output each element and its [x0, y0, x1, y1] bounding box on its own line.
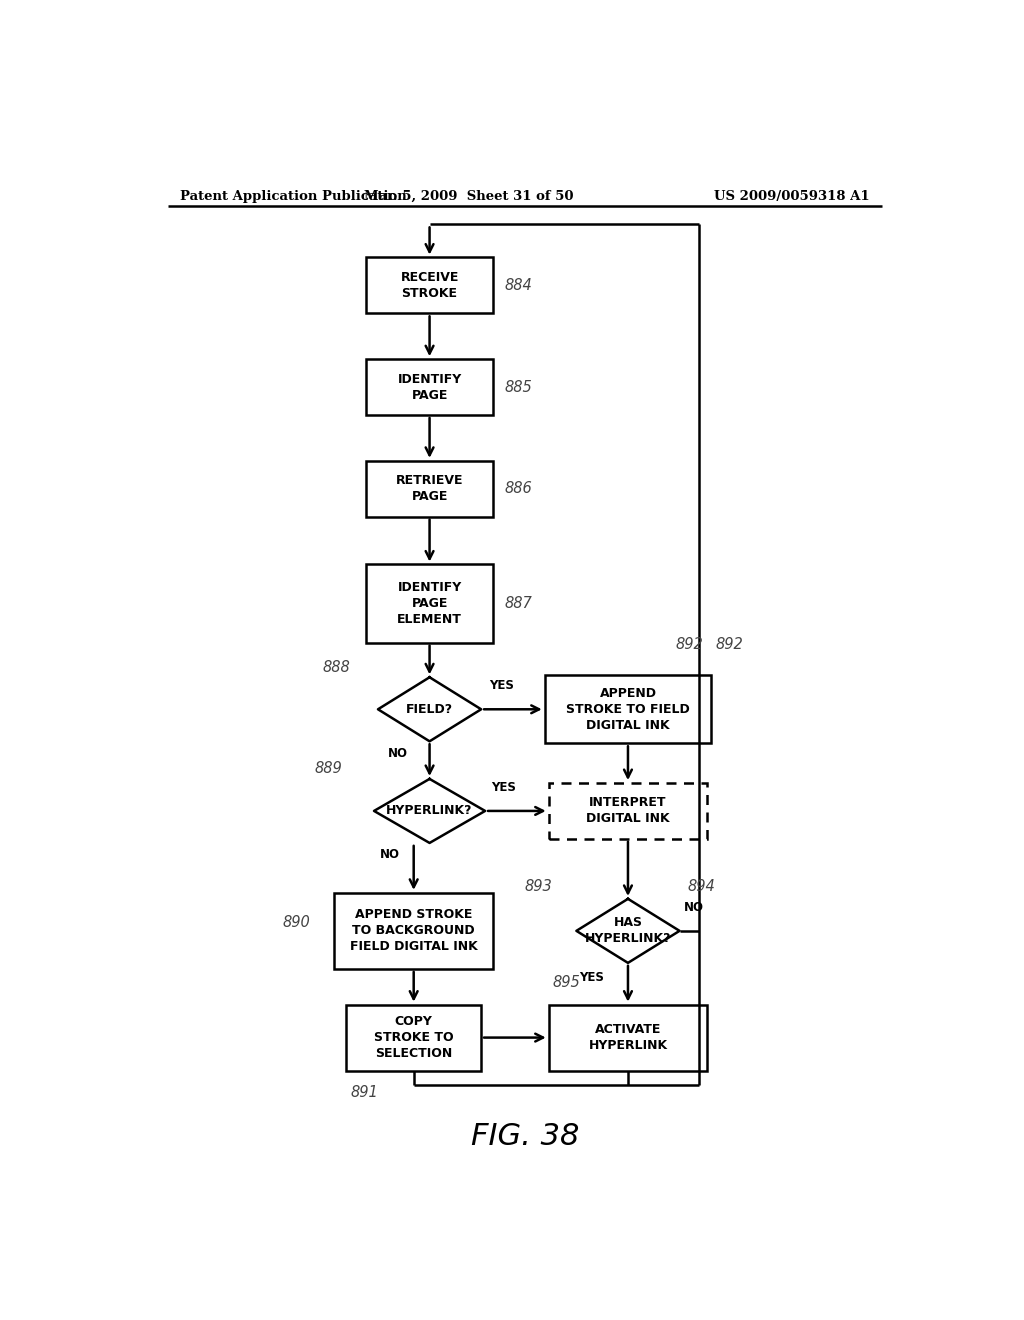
Bar [549, 783, 708, 840]
Text: YES: YES [579, 972, 603, 985]
Text: 891: 891 [350, 1085, 378, 1101]
Bar [346, 1005, 481, 1071]
Text: US 2009/0059318 A1: US 2009/0059318 A1 [715, 190, 870, 202]
Text: APPEND STROKE
TO BACKGROUND
FIELD DIGITAL INK: APPEND STROKE TO BACKGROUND FIELD DIGITA… [350, 908, 477, 953]
Text: INTERPRET
DIGITAL INK: INTERPRET DIGITAL INK [586, 796, 670, 825]
Bar [549, 1005, 708, 1071]
Text: 893: 893 [524, 879, 553, 894]
Text: NO: NO [388, 747, 409, 759]
Text: FIG. 38: FIG. 38 [471, 1122, 579, 1151]
Text: 895: 895 [553, 974, 581, 990]
Text: 884: 884 [505, 279, 532, 293]
Text: COPY
STROKE TO
SELECTION: COPY STROKE TO SELECTION [374, 1015, 454, 1060]
Text: 888: 888 [323, 660, 350, 675]
Polygon shape [378, 677, 481, 742]
Text: NO: NO [684, 900, 705, 913]
Text: RECEIVE
STROKE: RECEIVE STROKE [400, 271, 459, 300]
Bar [545, 676, 712, 743]
Text: RETRIEVE
PAGE: RETRIEVE PAGE [396, 474, 463, 503]
Text: 886: 886 [505, 482, 532, 496]
Text: IDENTIFY
PAGE
ELEMENT: IDENTIFY PAGE ELEMENT [397, 581, 462, 626]
Text: YES: YES [489, 678, 514, 692]
Bar [367, 461, 494, 516]
Text: 889: 889 [314, 762, 342, 776]
Text: 890: 890 [283, 915, 310, 931]
Bar [367, 565, 494, 643]
Text: 885: 885 [505, 380, 532, 395]
Bar [367, 359, 494, 414]
Polygon shape [374, 779, 485, 843]
Polygon shape [577, 899, 680, 962]
Bar [334, 892, 494, 969]
Text: ACTIVATE
HYPERLINK: ACTIVATE HYPERLINK [589, 1023, 668, 1052]
Text: NO: NO [380, 849, 400, 861]
Text: 894: 894 [687, 879, 715, 894]
Text: 887: 887 [505, 597, 532, 611]
Text: HYPERLINK?: HYPERLINK? [386, 804, 473, 817]
Text: FIELD?: FIELD? [406, 702, 454, 715]
Text: YES: YES [492, 780, 516, 793]
Text: 892: 892 [715, 638, 743, 652]
Text: HAS
HYPERLINK?: HAS HYPERLINK? [585, 916, 671, 945]
Text: Patent Application Publication: Patent Application Publication [179, 190, 407, 202]
Text: 892: 892 [676, 638, 703, 652]
Text: APPEND
STROKE TO FIELD
DIGITAL INK: APPEND STROKE TO FIELD DIGITAL INK [566, 686, 690, 731]
Text: IDENTIFY
PAGE: IDENTIFY PAGE [397, 372, 462, 401]
Bar [367, 257, 494, 313]
Text: Mar. 5, 2009  Sheet 31 of 50: Mar. 5, 2009 Sheet 31 of 50 [365, 190, 574, 202]
